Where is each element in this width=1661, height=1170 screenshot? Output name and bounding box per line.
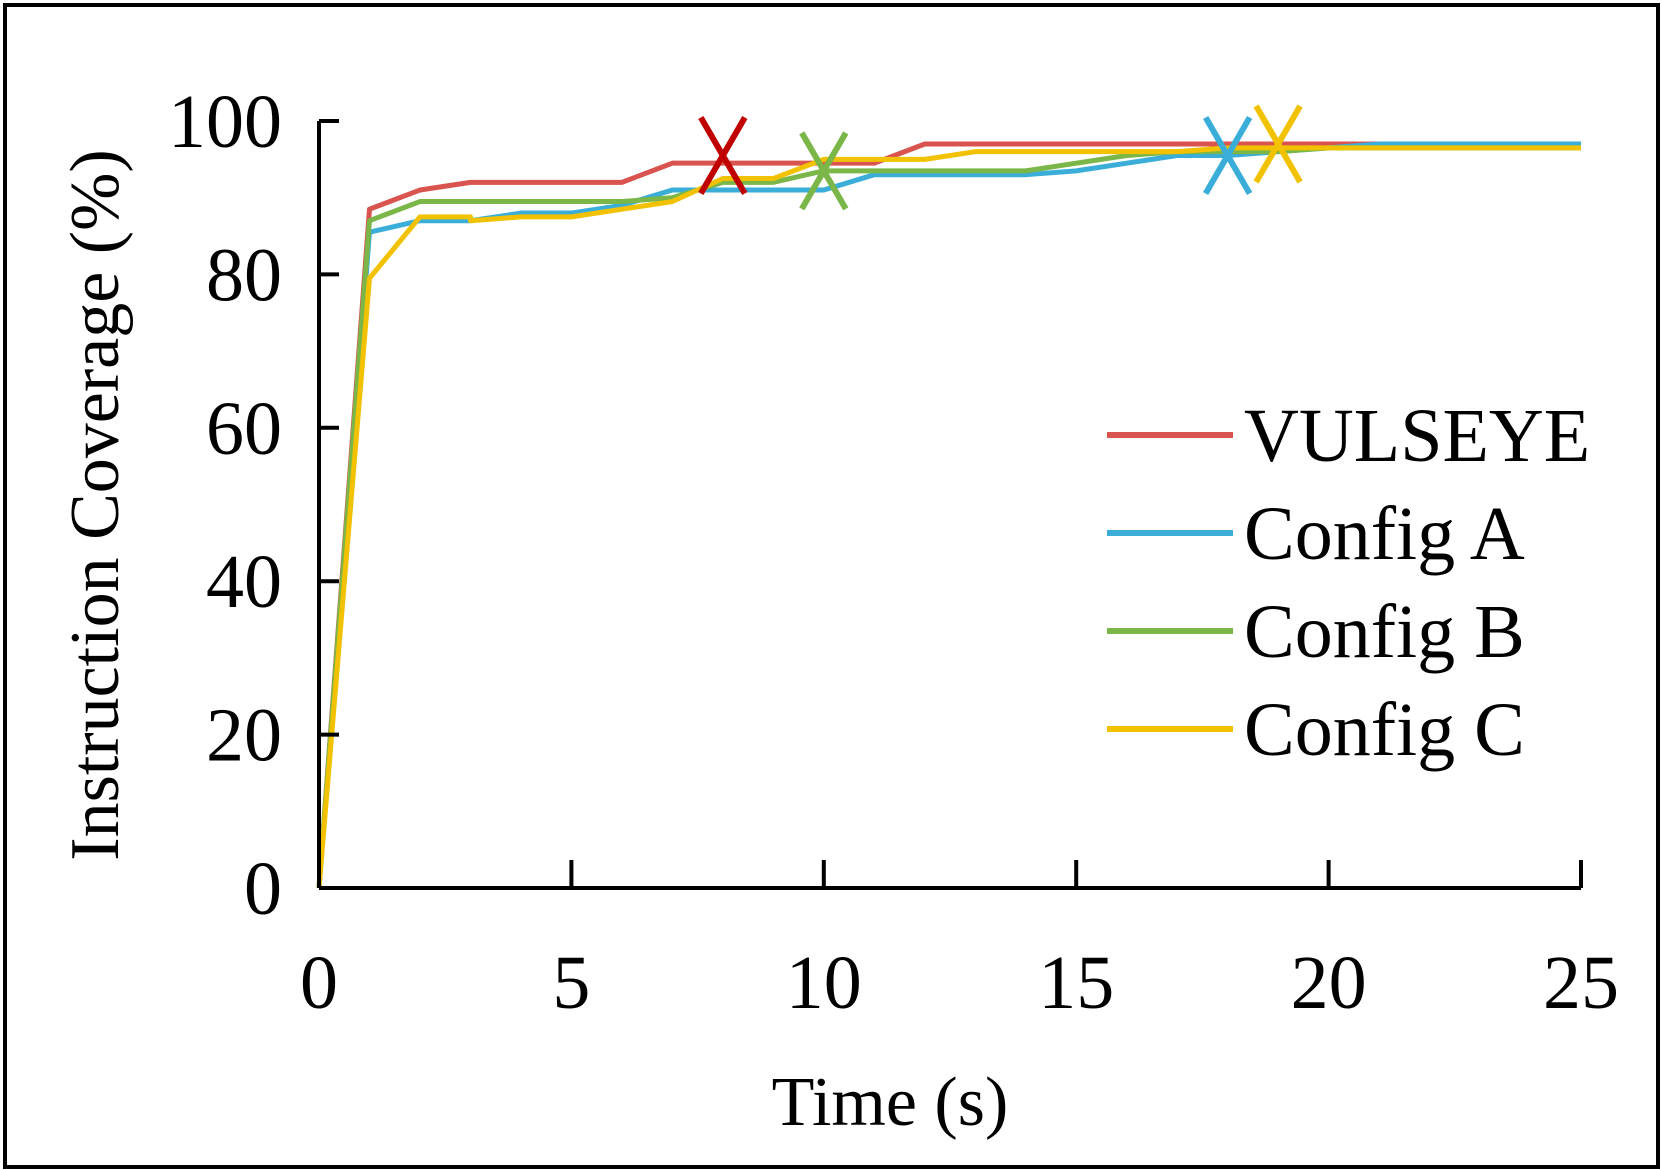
series-line-config-c [316, 145, 1581, 889]
series-line-config-a [316, 141, 1581, 889]
legend-label: Config B [1244, 590, 1525, 674]
y-tick-label: 0 [244, 847, 282, 931]
legend-item-config-c: Config C [1107, 688, 1525, 772]
legend-item-config-a: Config A [1107, 492, 1525, 576]
convergence-marker-config-b [799, 131, 849, 211]
convergence-marker-config-c [1253, 104, 1303, 184]
marker-layer [698, 104, 1303, 211]
y-tick-label: 100 [168, 80, 282, 164]
y-tick-label: 60 [206, 387, 282, 471]
x-tick-label: 25 [1543, 941, 1619, 1025]
y-tick-label: 40 [206, 540, 282, 624]
x-tick-label: 20 [1291, 941, 1367, 1025]
legend-item-vulseye: VULSEYE [1107, 394, 1590, 478]
axes-layer: 0 20 40 60 80 100 0 5 10 15 20 25 [168, 80, 1619, 1025]
legend-item-config-b: Config B [1107, 590, 1525, 674]
x-tick-label: 10 [786, 941, 862, 1025]
legend-label: VULSEYE [1244, 394, 1590, 478]
x-axis-title: Time (s) [772, 1064, 1009, 1141]
chart-frame [3, 3, 1660, 1169]
x-tick-label: 5 [552, 941, 590, 1025]
x-tick-label: 15 [1038, 941, 1114, 1025]
y-tick-label: 80 [206, 233, 282, 317]
convergence-marker-config-a [1203, 116, 1253, 196]
y-tick-label: 20 [206, 694, 282, 778]
convergence-marker-vulseye [698, 116, 748, 196]
legend-label: Config A [1244, 492, 1525, 576]
legend-label: Config C [1244, 688, 1525, 772]
x-tick-label: 0 [300, 941, 338, 1025]
y-axis-title: Instruction Coverage (%) [57, 149, 134, 860]
legend: VULSEYE Config A Config B Config C [1107, 394, 1590, 772]
series-layer [316, 141, 1581, 889]
